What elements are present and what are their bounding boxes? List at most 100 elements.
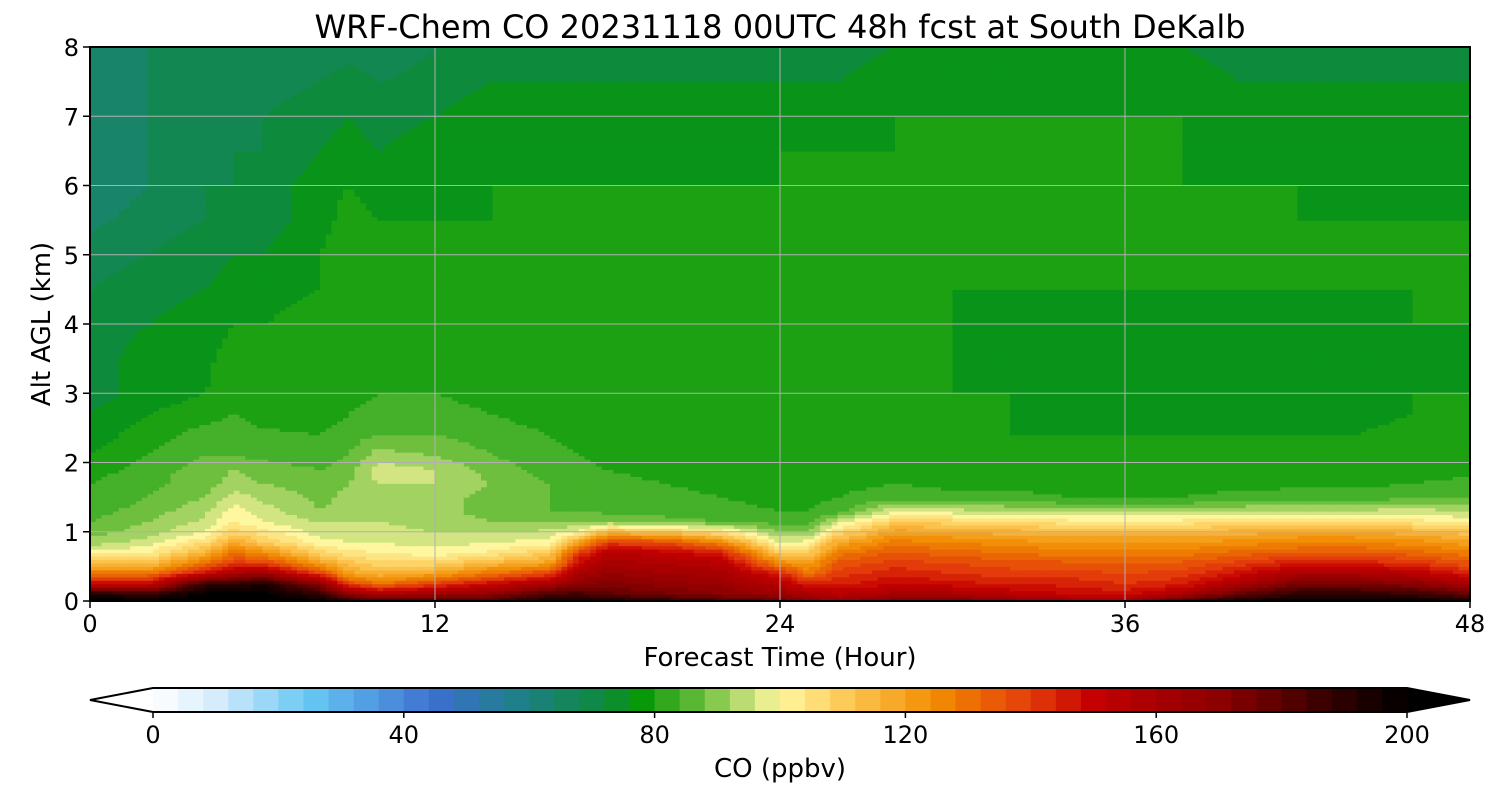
heatmap-cell	[113, 307, 119, 311]
heatmap-cell	[119, 262, 125, 266]
heatmap-cell	[171, 95, 177, 99]
heatmap-cell	[217, 487, 223, 491]
heatmap-cell	[159, 490, 165, 494]
heatmap-cell	[199, 286, 205, 290]
heatmap-cell	[211, 445, 217, 449]
heatmap-cell	[113, 327, 119, 331]
heatmap-cell	[136, 566, 142, 570]
heatmap-cell	[228, 404, 234, 408]
heatmap-cell	[125, 518, 131, 522]
heatmap-cell	[136, 393, 142, 397]
heatmap-cell	[165, 383, 171, 387]
heatmap-cell	[211, 237, 217, 241]
heatmap-cell	[199, 511, 205, 515]
heatmap-cell	[194, 279, 200, 283]
heatmap-cell	[102, 417, 108, 421]
heatmap-cell	[228, 227, 234, 231]
heatmap-cell	[228, 469, 234, 473]
heatmap-cell	[188, 355, 194, 359]
heatmap-cell	[142, 213, 148, 217]
heatmap-cell	[113, 559, 119, 563]
heatmap-cell	[125, 483, 131, 487]
heatmap-cell	[171, 57, 177, 61]
heatmap-cell	[136, 99, 142, 103]
heatmap-cell	[130, 331, 136, 335]
heatmap-cell	[165, 276, 171, 280]
heatmap-cell	[222, 192, 228, 196]
heatmap-cell	[165, 248, 171, 252]
heatmap-cell	[96, 262, 102, 266]
heatmap-cell	[176, 265, 182, 269]
heatmap-cell	[159, 511, 165, 515]
heatmap-cell	[148, 584, 154, 588]
heatmap-cell	[107, 54, 113, 58]
heatmap-cell	[96, 362, 102, 366]
heatmap-cell	[113, 258, 119, 262]
heatmap-cell	[153, 203, 159, 207]
heatmap-cell	[153, 501, 159, 505]
heatmap-cell	[113, 431, 119, 435]
heatmap-cell	[171, 213, 177, 217]
heatmap-cell	[228, 542, 234, 546]
heatmap-cell	[211, 334, 217, 338]
heatmap-cell	[194, 452, 200, 456]
heatmap-cell	[102, 224, 108, 228]
heatmap-cell	[159, 386, 165, 390]
heatmap-cell	[130, 414, 136, 418]
heatmap-cell	[159, 483, 165, 487]
heatmap-cell	[96, 345, 102, 349]
heatmap-cell	[159, 127, 165, 131]
heatmap-cell	[188, 276, 194, 280]
heatmap-cell	[182, 366, 188, 370]
heatmap-cell	[153, 296, 159, 300]
heatmap-cell	[130, 573, 136, 577]
heatmap-cell	[142, 140, 148, 144]
heatmap-cell	[96, 255, 102, 259]
heatmap-cell	[102, 307, 108, 311]
heatmap-cell	[217, 463, 223, 467]
heatmap-cell	[228, 438, 234, 442]
heatmap-cell	[176, 196, 182, 200]
heatmap-cell	[188, 577, 194, 581]
heatmap-cell	[136, 134, 142, 138]
heatmap-cell	[102, 521, 108, 525]
heatmap-cell	[199, 362, 205, 366]
heatmap-cell	[148, 352, 154, 356]
heatmap-cell	[222, 68, 228, 72]
heatmap-cell	[159, 199, 165, 203]
heatmap-cell	[142, 248, 148, 252]
heatmap-cell	[130, 473, 136, 477]
heatmap-cell	[176, 50, 182, 54]
heatmap-cell	[188, 262, 194, 266]
heatmap-cell	[96, 224, 102, 228]
heatmap-cell	[188, 556, 194, 560]
heatmap-cell	[159, 417, 165, 421]
heatmap-cell	[171, 199, 177, 203]
heatmap-cell	[119, 310, 125, 314]
heatmap-cell	[107, 424, 113, 428]
heatmap-cell	[176, 85, 182, 89]
heatmap-cell	[130, 372, 136, 376]
heatmap-cell	[194, 137, 200, 141]
heatmap-cell	[107, 78, 113, 82]
heatmap-cell	[136, 64, 142, 68]
heatmap-cell	[222, 438, 228, 442]
heatmap-cell	[107, 241, 113, 245]
heatmap-cell	[165, 476, 171, 480]
heatmap-cell	[136, 206, 142, 210]
heatmap-cell	[165, 213, 171, 217]
heatmap-cell	[148, 449, 154, 453]
heatmap-cell	[194, 480, 200, 484]
heatmap-cell	[211, 109, 217, 113]
heatmap-cell	[159, 168, 165, 172]
heatmap-cell	[96, 563, 102, 567]
heatmap-cell	[217, 501, 223, 505]
heatmap-cell	[130, 476, 136, 480]
heatmap-cell	[113, 521, 119, 525]
heatmap-cell	[96, 466, 102, 470]
heatmap-cell	[205, 54, 211, 58]
heatmap-cell	[153, 120, 159, 124]
heatmap-cell	[182, 217, 188, 221]
heatmap-cell	[176, 438, 182, 442]
heatmap-cell	[176, 189, 182, 193]
